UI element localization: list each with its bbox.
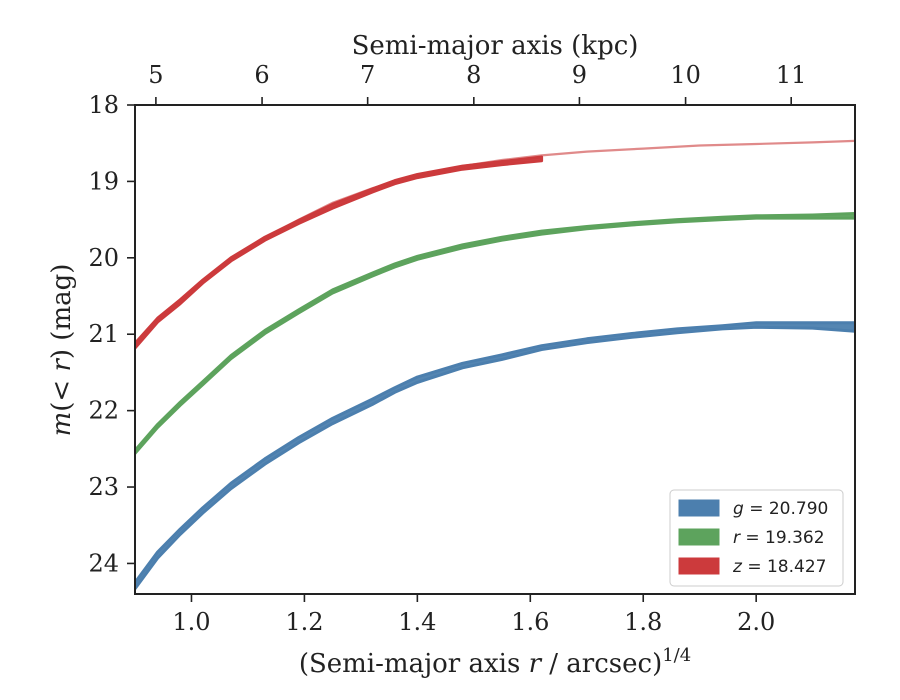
- y-tick-label: 22: [88, 397, 119, 425]
- top-tick-label: 8: [466, 61, 481, 89]
- x-tick-label: 1.8: [624, 608, 662, 636]
- series-z-band: [135, 155, 544, 350]
- legend-label-r: r = 19.362: [733, 528, 825, 548]
- series-r-band: [135, 212, 855, 455]
- legend: g = 20.790 r = 19.362 z = 18.427: [669, 489, 844, 587]
- plot-frame: [134, 104, 856, 595]
- top-tick-label: 11: [776, 61, 807, 89]
- legend-swatch-r: [678, 528, 720, 546]
- top-x-axis-title: Semi-major axis (kpc): [352, 31, 639, 61]
- x-tick-label: 1.0: [172, 608, 210, 636]
- x-axis-title: (Semi-major axis r / arcsec)1/4: [299, 645, 691, 679]
- y-axis-title: m(< r) (mag): [47, 264, 77, 437]
- top-tick-label: 10: [670, 61, 701, 89]
- legend-swatch-z: [678, 557, 720, 575]
- y-tick-label: 24: [88, 549, 119, 577]
- y-tick-label: 18: [88, 91, 119, 119]
- y-tick-label: 23: [88, 473, 119, 501]
- x-tick-label: 1.2: [285, 608, 323, 636]
- legend-label-g: g = 20.790: [733, 499, 828, 519]
- series-z-model-line: [135, 139, 855, 347]
- legend-label-z: z = 18.427: [732, 557, 826, 577]
- y-tick-label: 21: [88, 320, 119, 348]
- left-y-axis: 18 19 20 21 22 23 24: [88, 91, 135, 577]
- legend-swatch-g: [678, 499, 720, 517]
- y-tick-label: 19: [88, 167, 119, 195]
- plot-layer: [135, 139, 855, 591]
- x-tick-label: 2.0: [737, 608, 775, 636]
- top-tick-label: 7: [360, 61, 375, 89]
- x-tick-label: 1.4: [398, 608, 436, 636]
- top-tick-label: 5: [148, 61, 163, 89]
- y-tick-label: 20: [88, 244, 119, 272]
- bottom-x-axis: 1.0 1.2 1.4 1.6 1.8 2.0: [172, 594, 775, 636]
- series-g-band: [135, 321, 855, 591]
- top-tick-label: 6: [254, 61, 269, 89]
- top-x-axis: 5 6 7 8 9 10 11: [148, 61, 806, 105]
- x-tick-label: 1.6: [511, 608, 549, 636]
- top-tick-label: 9: [572, 61, 587, 89]
